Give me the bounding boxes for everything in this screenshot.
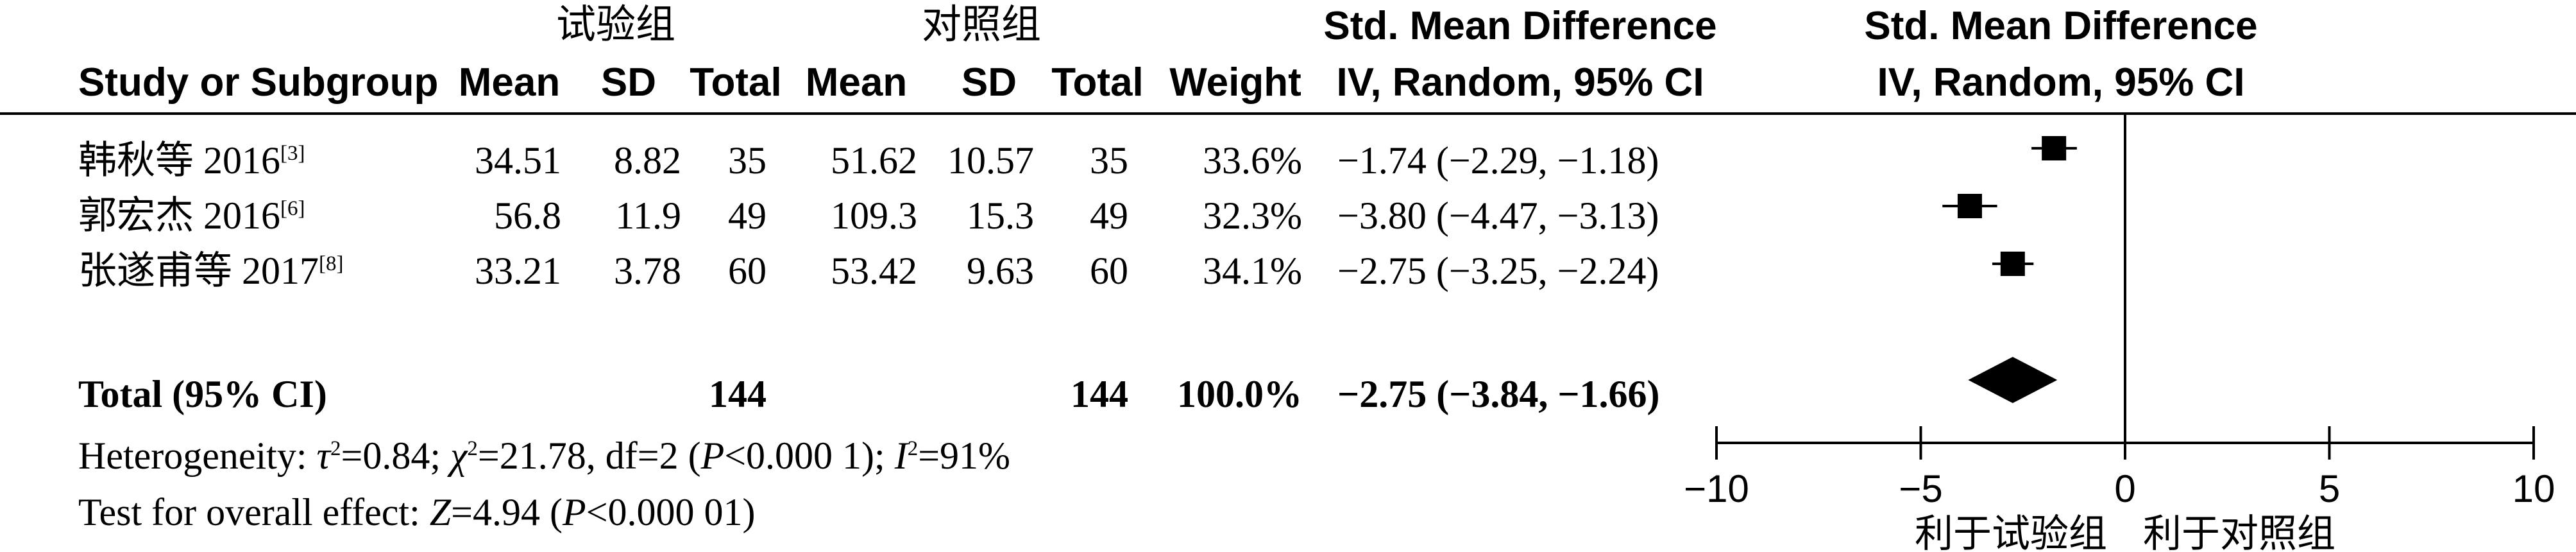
ctl-mean: 51.62 <box>831 139 917 182</box>
exp-mean: 33.21 <box>475 250 561 292</box>
group-experimental-header: 试验组 <box>555 3 676 47</box>
study-markers <box>1942 136 2077 276</box>
study-point <box>2042 136 2067 160</box>
study-name: 韩秋等 2016[3] <box>78 139 305 182</box>
exp-mean: 56.8 <box>494 194 561 237</box>
exp-total: 35 <box>728 139 767 182</box>
favours-control-label: 利于对照组 <box>2143 512 2335 552</box>
heterogeneity-text: Heterogeneity: τ2=0.84; χ2=21.78, df=2 (… <box>78 435 1011 477</box>
total-label: Total (95% CI) <box>78 373 327 415</box>
study-name: 张遂甫等 2017[8] <box>78 250 344 292</box>
ctl-total: 49 <box>1090 194 1128 237</box>
exp-sd: 11.9 <box>615 194 681 237</box>
x-tick-label: −5 <box>1899 467 1942 510</box>
exp-grand-total: 144 <box>709 373 767 415</box>
ctl-mean: 53.42 <box>831 250 917 292</box>
exp-sd: 8.82 <box>614 139 681 182</box>
exp-total: 49 <box>728 194 767 237</box>
ctl-mean: 109.3 <box>831 194 917 237</box>
ctl-total: 60 <box>1090 250 1128 292</box>
exp-mean: 34.51 <box>475 139 561 182</box>
study-point <box>2000 252 2025 276</box>
study-column-header: Study or Subgroup <box>78 60 439 105</box>
x-tick-label: −10 <box>1684 467 1749 510</box>
exp-sd-header: SD <box>600 60 657 105</box>
weight-value: 34.1% <box>1203 250 1302 292</box>
header-divider <box>0 112 2576 115</box>
study-point <box>1957 194 1982 218</box>
exp-mean-header: Mean <box>458 60 561 105</box>
overall-effect-text: Test for overall effect: Z=4.94 (P<0.000… <box>78 491 756 533</box>
exp-total-header: Total <box>690 60 782 105</box>
weight-value: 33.6% <box>1203 139 1302 182</box>
ctl-sd: 9.63 <box>967 250 1034 292</box>
method-header: IV, Random, 95% CI <box>1336 60 1704 105</box>
total-weight: 100.0% <box>1177 373 1302 415</box>
x-tick-label: 10 <box>2512 467 2555 510</box>
pooled-ci-value: −2.75 (−3.84, −1.66) <box>1337 373 1660 415</box>
weight-value: 32.3% <box>1203 194 1302 237</box>
ctl-sd-header: SD <box>961 60 1017 105</box>
ctl-total-header: Total <box>1051 60 1144 105</box>
x-axis-ticks: −10 −5 0 5 10 <box>1684 426 2555 510</box>
plot-effect-header: Std. Mean Difference <box>1864 4 2258 48</box>
x-tick-label: 0 <box>2114 467 2135 510</box>
ctl-sd: 10.57 <box>947 139 1034 182</box>
x-tick-label: 5 <box>2319 467 2340 510</box>
study-name: 郭宏杰 2016[6] <box>78 194 305 237</box>
ci-value: −1.74 (−2.29, −1.18) <box>1337 139 1659 182</box>
exp-sd: 3.78 <box>614 250 681 292</box>
exp-total: 60 <box>728 250 767 292</box>
favours-experimental-label: 利于试验组 <box>1915 512 2107 552</box>
ci-value: −2.75 (−3.25, −2.24) <box>1337 250 1659 292</box>
ctl-grand-total: 144 <box>1071 373 1128 415</box>
ctl-total: 35 <box>1090 139 1128 182</box>
ci-value: −3.80 (−4.47, −3.13) <box>1337 194 1659 237</box>
ctl-sd: 15.3 <box>967 194 1034 237</box>
group-control-header: 对照组 <box>921 3 1042 47</box>
effect-header: Std. Mean Difference <box>1323 4 1717 48</box>
plot-method-header: IV, Random, 95% CI <box>1877 60 2245 105</box>
ctl-mean-header: Mean <box>805 60 908 105</box>
weight-header: Weight <box>1169 60 1301 105</box>
pooled-diamond <box>1968 357 2058 403</box>
